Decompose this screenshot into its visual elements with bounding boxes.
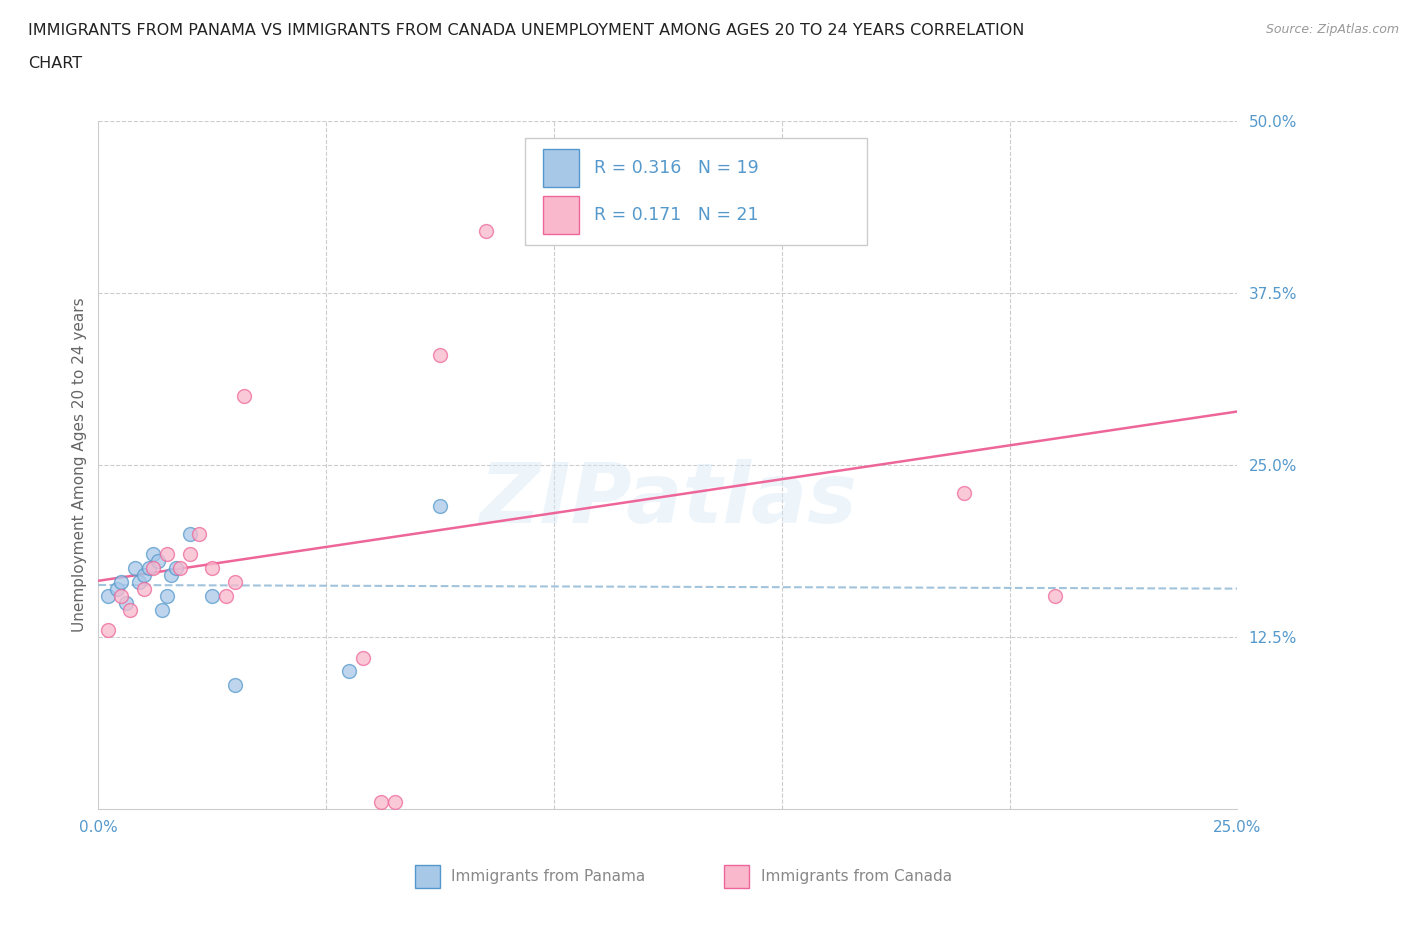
Point <box>142 561 165 576</box>
Text: ZIPatlas: ZIPatlas <box>479 458 856 540</box>
Point <box>370 795 392 810</box>
Point <box>124 561 146 576</box>
Point <box>132 581 155 596</box>
Point <box>156 547 179 562</box>
Point <box>201 589 224 604</box>
Point <box>179 547 201 562</box>
Point <box>138 561 160 576</box>
Point <box>474 223 496 238</box>
Point <box>233 389 256 404</box>
Point <box>224 678 246 693</box>
Point <box>187 526 209 541</box>
Point <box>114 595 136 610</box>
Point <box>105 581 128 596</box>
FancyBboxPatch shape <box>543 149 579 187</box>
Point <box>96 623 118 638</box>
Point <box>429 498 451 513</box>
Text: Immigrants from Canada: Immigrants from Canada <box>761 869 952 884</box>
Point <box>215 589 238 604</box>
Point <box>634 168 657 183</box>
Text: R = 0.316   N = 19: R = 0.316 N = 19 <box>593 159 759 177</box>
Point <box>96 589 118 604</box>
Point <box>179 526 201 541</box>
Point <box>337 664 360 679</box>
Point <box>1043 589 1066 604</box>
Point <box>165 561 187 576</box>
Text: Immigrants from Panama: Immigrants from Panama <box>451 869 645 884</box>
Text: CHART: CHART <box>28 56 82 71</box>
Point <box>120 602 142 617</box>
Point <box>953 485 976 500</box>
Point <box>146 554 169 569</box>
Point <box>150 602 173 617</box>
Text: IMMIGRANTS FROM PANAMA VS IMMIGRANTS FROM CANADA UNEMPLOYMENT AMONG AGES 20 TO 2: IMMIGRANTS FROM PANAMA VS IMMIGRANTS FRO… <box>28 23 1025 38</box>
Point <box>156 589 179 604</box>
Point <box>201 561 224 576</box>
Point <box>128 575 150 590</box>
Point <box>132 567 155 582</box>
Point <box>384 795 406 810</box>
Point <box>224 575 246 590</box>
Point <box>110 589 132 604</box>
Point <box>169 561 191 576</box>
Text: Source: ZipAtlas.com: Source: ZipAtlas.com <box>1265 23 1399 36</box>
Point <box>110 575 132 590</box>
Text: R = 0.171   N = 21: R = 0.171 N = 21 <box>593 206 758 224</box>
FancyBboxPatch shape <box>543 196 579 233</box>
FancyBboxPatch shape <box>526 139 868 245</box>
Point <box>142 547 165 562</box>
Point <box>352 650 374 665</box>
Point <box>160 567 183 582</box>
Point <box>429 348 451 363</box>
Y-axis label: Unemployment Among Ages 20 to 24 years: Unemployment Among Ages 20 to 24 years <box>72 298 87 632</box>
